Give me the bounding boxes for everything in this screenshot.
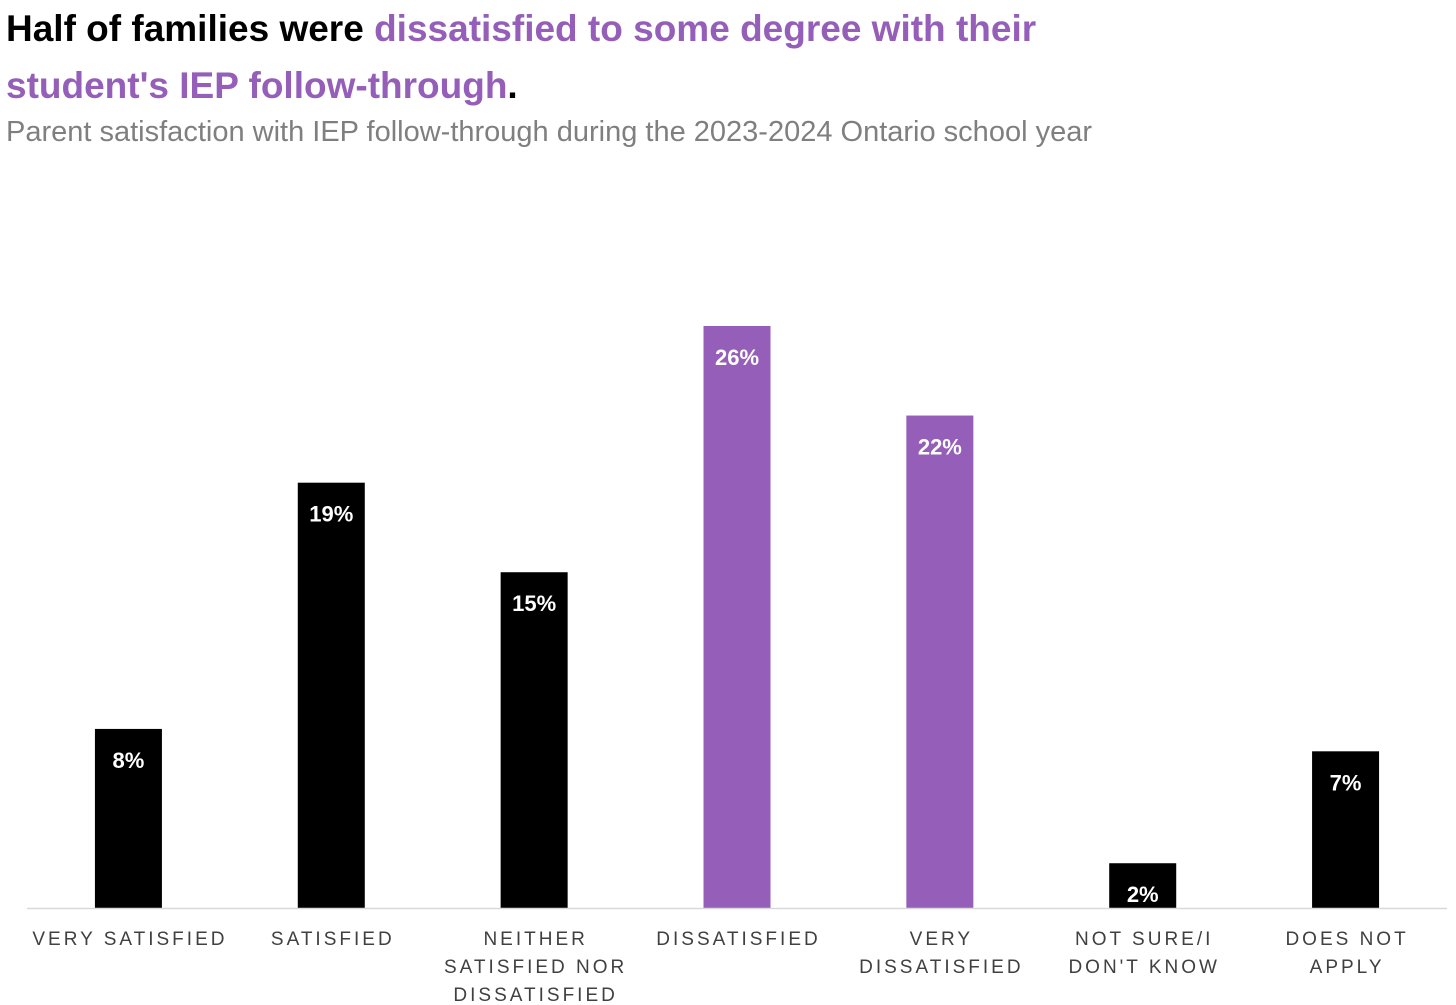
category-label-satisfied: SATISFIED (271, 929, 395, 950)
category-labels-group: VERY SATISFIED SATISFIED NEITHER SATISFIED … (32, 929, 1408, 1005)
category-label-line: SATISFIED (271, 929, 395, 950)
bar-dissatisfied (703, 326, 771, 908)
title-part-1: Half of families were (6, 8, 375, 49)
category-label-line: DISSATISFIED (453, 985, 617, 1005)
bar-satisfied (297, 482, 365, 908)
category-label-very-dissatisfied: VERY DISSATISFIED (859, 929, 1023, 978)
bars-group (94, 326, 1380, 908)
value-labels-group: 8% 19% 15% 26% 22% 2% 7% (113, 345, 1362, 907)
bar-does-not-apply (1312, 751, 1380, 908)
category-label-line: VERY SATISFIED (32, 929, 227, 950)
category-label-not-sure-i-don-t-know: NOT SURE/I DON'T KNOW (1068, 929, 1220, 978)
category-label-does-not-apply: DOES NOT APPLY (1285, 929, 1408, 978)
category-label-line: NOT SURE/I (1075, 929, 1213, 950)
category-label-line: APPLY (1310, 957, 1385, 978)
data-label-satisfied: 19% (309, 502, 353, 527)
category-label-line: DISSATISFIED (656, 929, 820, 950)
title-accent: dissatisfied to some degree with their s… (6, 8, 1037, 106)
title-part-2: . (507, 65, 518, 106)
data-label-neither-satisfied-nor-dissatisfied: 15% (512, 591, 556, 616)
category-label-very-satisfied: VERY SATISFIED (32, 929, 227, 950)
chart-title: Half of families were dissatisfied to so… (6, 0, 1206, 114)
data-label-does-not-apply: 7% (1330, 770, 1362, 795)
category-label-line: DON'T KNOW (1068, 957, 1220, 978)
category-label-line: DISSATISFIED (859, 957, 1023, 978)
category-label-line: NEITHER (483, 929, 587, 950)
category-label-dissatisfied: DISSATISFIED (656, 929, 820, 950)
bar-not-sure-i-don-t-know (1109, 863, 1177, 908)
bar-very-dissatisfied (906, 415, 974, 908)
category-label-line: SATISFIED NOR (444, 957, 627, 978)
data-label-very-satisfied: 8% (113, 748, 145, 773)
data-label-very-dissatisfied: 22% (918, 435, 962, 460)
category-label-line: DOES NOT (1285, 929, 1408, 950)
data-label-dissatisfied: 26% (715, 345, 759, 370)
chart-subtitle: Parent satisfaction with IEP follow-thro… (6, 116, 1092, 148)
data-label-not-sure-i-don-t-know: 2% (1127, 882, 1159, 907)
bar-very-satisfied (94, 728, 162, 908)
bar-neither-satisfied-nor-dissatisfied (500, 572, 568, 908)
category-label-line: VERY (910, 929, 973, 950)
category-label-neither-satisfied-nor-dissatisfied: NEITHER SATISFIED NOR DISSATISFIED (444, 929, 627, 1005)
